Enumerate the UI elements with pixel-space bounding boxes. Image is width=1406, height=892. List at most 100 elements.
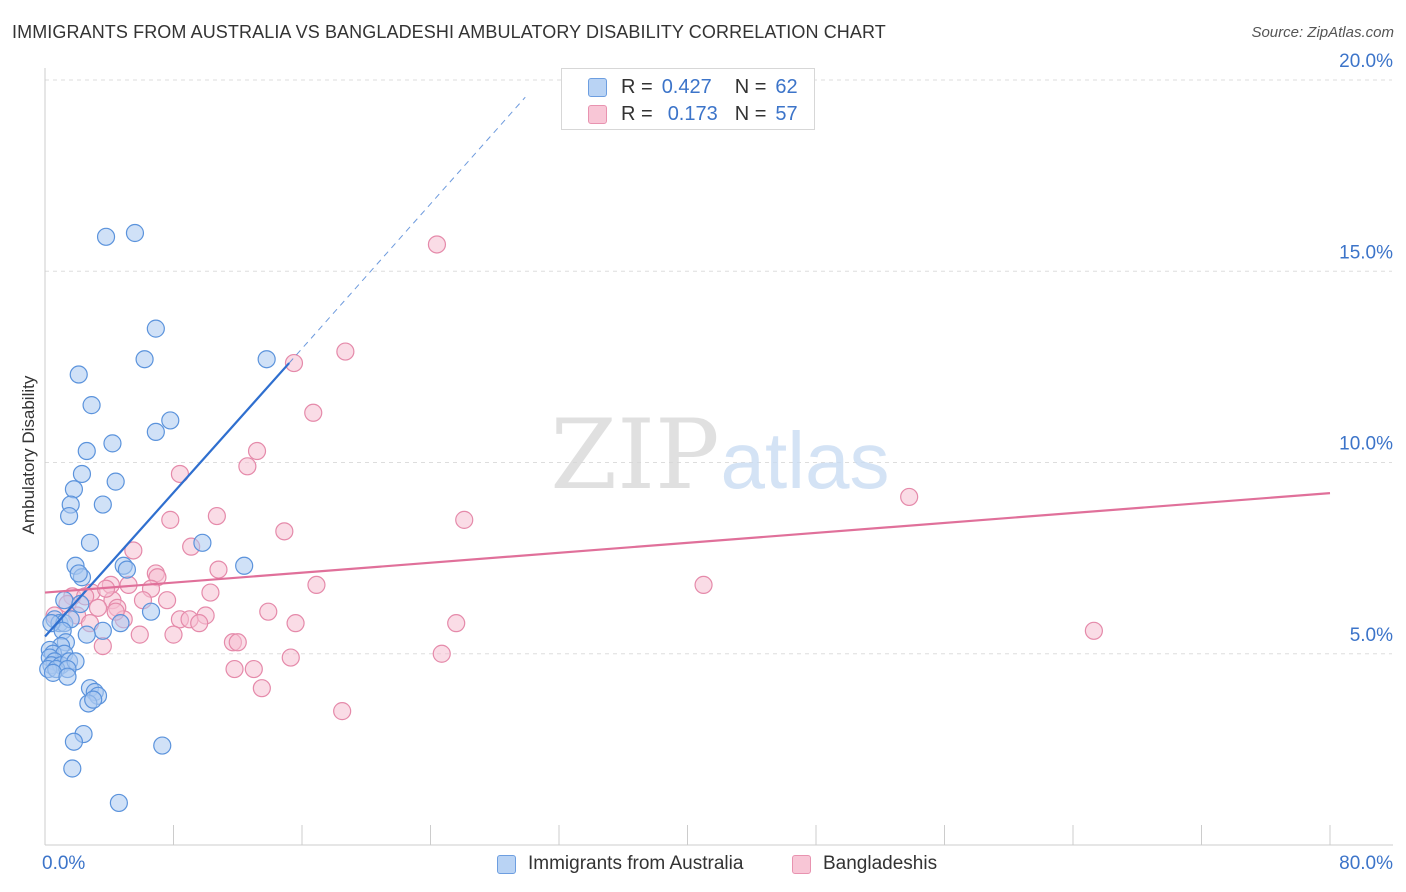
legend-swatch-pink bbox=[792, 854, 811, 874]
x-tick-label-min: 0.0% bbox=[42, 853, 85, 874]
legend-r-value-bangladeshis: 0.173 bbox=[667, 102, 718, 125]
data-point-bangladeshis bbox=[286, 614, 305, 633]
data-point-australia bbox=[125, 223, 145, 243]
legend-row-bangladeshis: R = 0.173 N = 57 bbox=[588, 102, 798, 126]
legend-r-label: R = bbox=[621, 102, 653, 125]
data-point-australia bbox=[64, 480, 84, 499]
data-point-australia bbox=[77, 441, 96, 461]
data-point-bangladeshis bbox=[275, 522, 294, 541]
legend-row-australia: R = 0.427 N = 62 bbox=[588, 75, 798, 99]
data-point-australia bbox=[103, 434, 122, 453]
data-point-australia bbox=[96, 227, 116, 246]
data-point-bangladeshis bbox=[304, 403, 323, 422]
data-point-australia bbox=[235, 556, 254, 575]
trend-line-bangladeshis bbox=[44, 492, 1331, 594]
data-point-australia bbox=[72, 464, 92, 484]
data-point-bangladeshis bbox=[124, 541, 143, 560]
data-point-bangladeshis bbox=[190, 614, 209, 633]
data-point-australia bbox=[93, 621, 112, 640]
correlation-legend: R = 0.427 N = 62 R = 0.173 N = 57 bbox=[561, 68, 815, 130]
data-point-bangladeshis bbox=[130, 625, 149, 644]
data-point-bangladeshis bbox=[447, 614, 466, 633]
legend-n-value-bangladeshis: 57 bbox=[775, 102, 798, 125]
series-australia-points bbox=[39, 223, 276, 813]
y-tick-label: 10.0% bbox=[1339, 434, 1393, 455]
data-point-bangladeshis bbox=[157, 591, 177, 610]
data-point-bangladeshis bbox=[307, 575, 326, 595]
data-point-australia bbox=[117, 560, 137, 579]
trend-line-australia-extension bbox=[288, 96, 526, 364]
watermark-zip: ZIP bbox=[550, 399, 719, 511]
data-point-bangladeshis bbox=[170, 464, 190, 484]
data-point-australia bbox=[153, 736, 172, 755]
data-point-bangladeshis bbox=[201, 583, 220, 602]
data-point-australia bbox=[59, 506, 79, 526]
data-point-bangladeshis bbox=[336, 342, 355, 361]
legend-n-label: N = bbox=[734, 102, 767, 125]
chart-source: Source: ZipAtlas.com bbox=[1251, 24, 1394, 41]
data-point-bangladeshis bbox=[333, 702, 352, 721]
y-tick-label: 15.0% bbox=[1339, 242, 1393, 263]
data-point-australia bbox=[135, 350, 154, 369]
legend-n-label: N = bbox=[734, 75, 767, 98]
data-point-australia bbox=[257, 350, 276, 369]
data-point-australia bbox=[193, 533, 212, 552]
legend-swatch-blue bbox=[497, 854, 516, 874]
chart-title: IMMIGRANTS FROM AUSTRALIA VS BANGLADESHI… bbox=[12, 22, 886, 42]
legend-n-value-australia: 62 bbox=[775, 75, 798, 98]
legend-label-australia: Immigrants from Australia bbox=[528, 853, 744, 874]
trend-line-australia bbox=[44, 362, 290, 638]
data-point-bangladeshis bbox=[252, 679, 271, 698]
data-point-australia bbox=[80, 533, 100, 552]
data-point-australia bbox=[55, 591, 74, 610]
legend-swatch-pink bbox=[588, 104, 607, 124]
data-point-bangladeshis bbox=[93, 636, 112, 656]
y-tick-label: 5.0% bbox=[1350, 625, 1393, 646]
data-point-australia bbox=[63, 759, 82, 778]
legend-item-bangladeshis[interactable]: Bangladeshis bbox=[792, 851, 937, 877]
data-point-bangladeshis bbox=[281, 648, 300, 667]
y-axis-title: Ambulatory Disability bbox=[19, 375, 38, 535]
data-point-australia bbox=[82, 396, 101, 415]
data-point-bangladeshis bbox=[207, 506, 226, 526]
legend-label-bangladeshis: Bangladeshis bbox=[823, 853, 938, 874]
data-point-bangladeshis bbox=[238, 457, 257, 476]
data-point-australia bbox=[93, 495, 112, 514]
data-point-australia bbox=[146, 422, 165, 441]
axes-layer bbox=[44, 68, 1393, 846]
data-point-bangladeshis bbox=[455, 510, 474, 529]
legend-item-australia[interactable]: Immigrants from Australia bbox=[497, 851, 743, 877]
data-point-australia bbox=[161, 411, 180, 430]
legend-r-label: R = bbox=[621, 75, 653, 98]
data-point-australia bbox=[106, 472, 125, 491]
data-point-australia bbox=[77, 625, 96, 644]
x-tick-label-max: 80.0% bbox=[1339, 853, 1393, 874]
data-point-australia bbox=[141, 602, 161, 621]
series-legend: Immigrants from Australia Bangladeshis bbox=[0, 851, 1406, 877]
legend-swatch-blue bbox=[588, 77, 607, 97]
data-point-bangladeshis bbox=[244, 659, 263, 679]
data-point-bangladeshis bbox=[225, 659, 244, 679]
y-tick-label: 20.0% bbox=[1339, 51, 1393, 72]
data-point-bangladeshis bbox=[427, 235, 447, 254]
data-point-bangladeshis bbox=[284, 353, 304, 373]
legend-r-value-australia: 0.427 bbox=[661, 75, 712, 98]
tick-labels: 5.0% 10.0% 15.0% 20.0% 0.0% 80.0% bbox=[42, 51, 1393, 874]
data-point-australia bbox=[69, 564, 88, 583]
data-point-bangladeshis bbox=[161, 510, 180, 529]
data-point-bangladeshis bbox=[247, 441, 267, 461]
trend-lines bbox=[44, 96, 1331, 638]
series-bangladeshis-points bbox=[45, 235, 1103, 721]
data-point-bangladeshis bbox=[1084, 621, 1103, 640]
data-point-australia bbox=[111, 614, 130, 633]
data-point-bangladeshis bbox=[432, 644, 451, 663]
data-point-australia bbox=[84, 690, 103, 709]
data-point-bangladeshis bbox=[164, 625, 183, 644]
data-point-bangladeshis bbox=[209, 560, 228, 579]
watermark: ZIP atlas bbox=[550, 399, 889, 511]
data-point-australia bbox=[58, 667, 77, 686]
watermark-atlas: atlas bbox=[721, 416, 890, 505]
data-point-australia bbox=[109, 793, 128, 813]
data-point-australia bbox=[69, 365, 88, 384]
